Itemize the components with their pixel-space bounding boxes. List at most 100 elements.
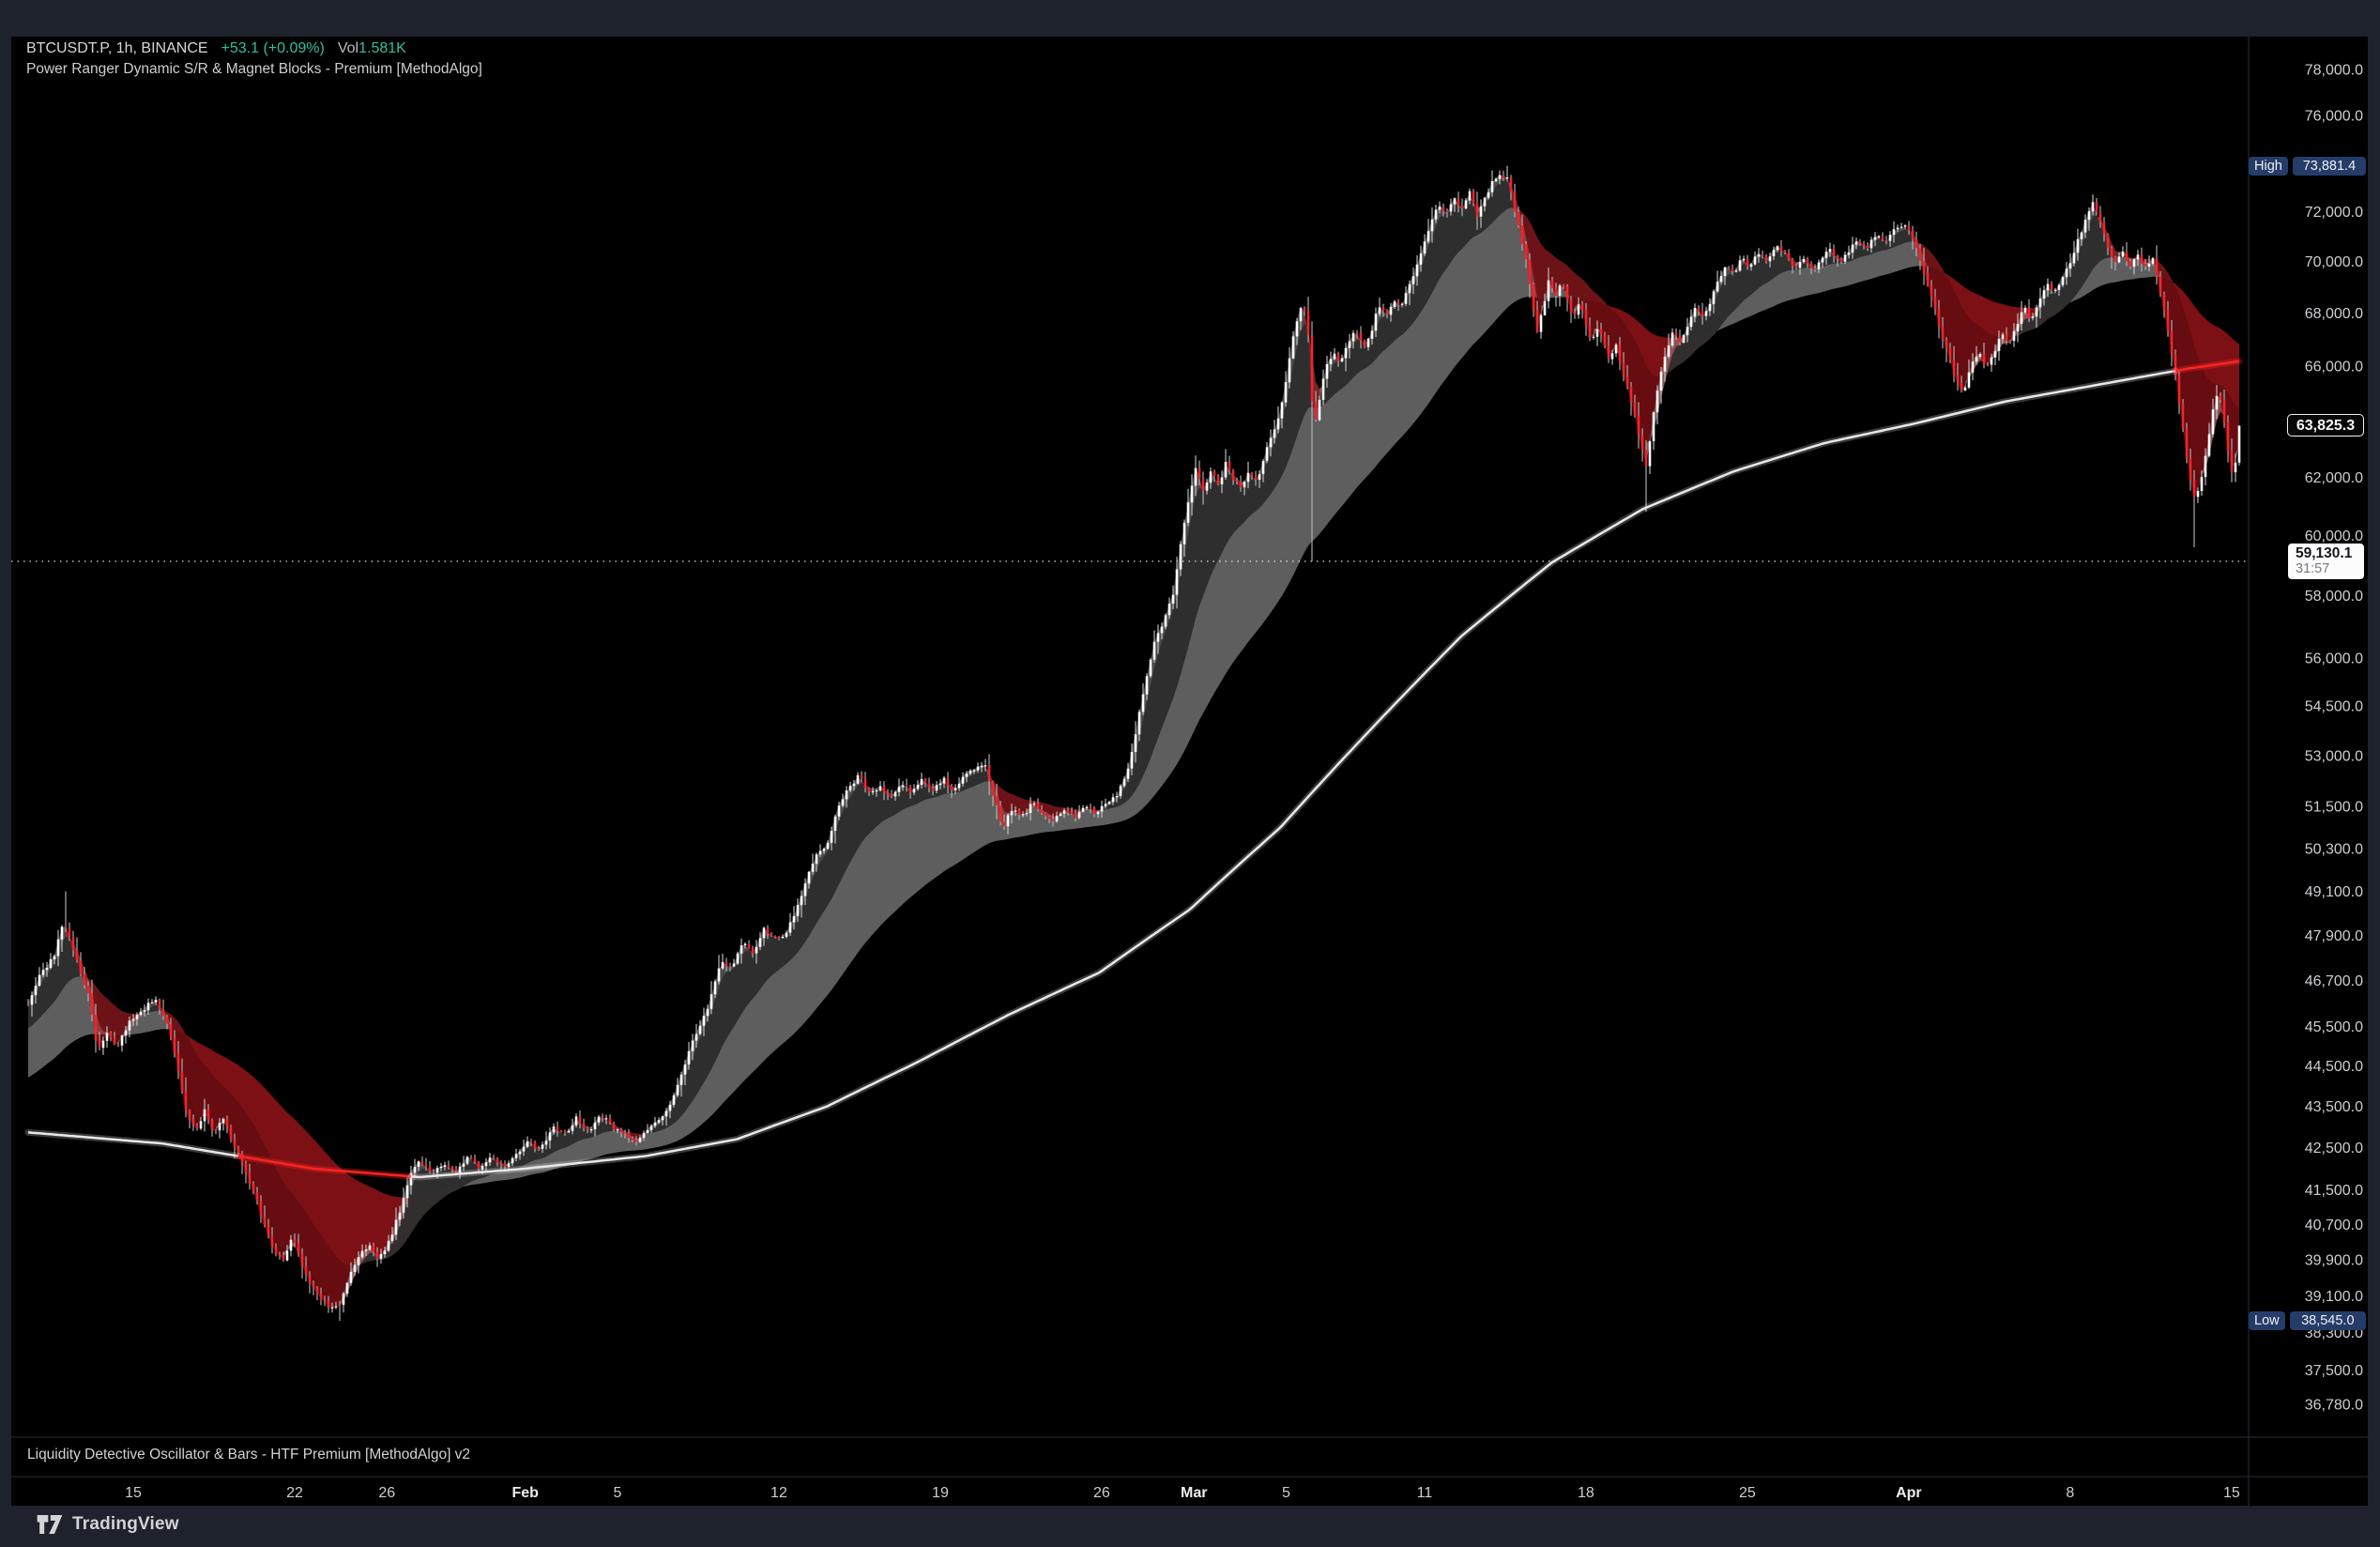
bull-block [1747, 252, 1766, 266]
price-tick: 53,000.0 [2305, 748, 2363, 764]
bear-block [156, 1001, 205, 1128]
candles[interactable] [26, 165, 2241, 1322]
bull-block [1365, 197, 1462, 346]
price-tick: 40,700.0 [2305, 1218, 2363, 1233]
price-tick: 78,000.0 [2305, 63, 2363, 79]
bear-block [1597, 327, 1616, 358]
bear-block [223, 1120, 287, 1260]
price-scale[interactable]: 78,000.0 76,000.0 72,000.0 70,000.0 68,000.0… [2305, 63, 2363, 1414]
bear-block [1879, 237, 1890, 242]
bull-block [1714, 241, 1946, 335]
countdown-label: 59,130.1 31:57 [2288, 543, 2364, 579]
footer-brand[interactable]: TradingView [72, 1514, 179, 1534]
bear-block [985, 766, 1012, 824]
bull-block [1477, 175, 1511, 216]
bear-block [557, 1128, 569, 1135]
bull-block [779, 777, 865, 938]
time-tick-Apr: Apr [1896, 1485, 1922, 1501]
bull-block [1815, 249, 1838, 268]
sr-line-bullish [27, 1131, 239, 1157]
price-tick: 43,500.0 [2305, 1099, 2363, 1115]
dynamic-sr-line [24, 358, 2243, 1181]
low-badge-label: Low [2249, 1311, 2285, 1331]
time-tick-Mar: Mar [1181, 1485, 1207, 1501]
price-tick: 49,100.0 [2305, 884, 2363, 900]
high-badge-value: 73,881.4 [2292, 156, 2366, 176]
time-tick-19: 19 [932, 1485, 949, 1501]
low-price-badge: Low 38,545.0 [2249, 1311, 2366, 1331]
bear-block [1781, 250, 1800, 267]
oscillator-pane-title[interactable]: Liquidity Detective Oscillator & Bars - … [27, 1447, 471, 1463]
bear-block [1905, 227, 1969, 392]
bull-block [539, 1127, 561, 1151]
sr-line-bearish [2174, 360, 2240, 373]
time-scale[interactable]: 15 22 26 Feb 5 12 19 26 Mar 5 11 18 25 Apr 8 15 [125, 1485, 2240, 1501]
time-tick-8: 8 [2066, 1485, 2074, 1501]
bear-block [1916, 238, 2018, 382]
footer: TradingView [36, 1512, 179, 1537]
bear-block [205, 1110, 220, 1132]
symbol-title[interactable]: BTCUSDT.P, 1h, BINANCE [26, 40, 208, 56]
price-tick: 44,500.0 [2305, 1059, 2363, 1075]
volume-label: Vol [337, 40, 359, 56]
time-tick-18: 18 [1578, 1485, 1594, 1501]
high-price-badge: High 73,881.4 [2249, 156, 2366, 176]
price-tick: 39,100.0 [2305, 1289, 2363, 1305]
price-tick: 70,000.0 [2305, 254, 2363, 270]
bull-block [456, 1156, 475, 1172]
price-tick: 46,700.0 [2305, 973, 2363, 989]
tradingview-logo[interactable] [36, 1512, 64, 1537]
bull-block [1612, 345, 1620, 360]
price-tick: 66,000.0 [2305, 359, 2363, 375]
bear-block [2172, 279, 2239, 409]
price-tick: 56,000.0 [2305, 651, 2363, 666]
bull-block [648, 767, 997, 1134]
price-tick: 39,900.0 [2305, 1252, 2363, 1268]
price-tick: 36,780.0 [2305, 1398, 2363, 1414]
price-tick: 50,300.0 [2305, 841, 2363, 857]
price-tick: 76,000.0 [2305, 109, 2363, 125]
bear-block [531, 1142, 542, 1151]
time-tick-22: 22 [286, 1485, 303, 1501]
time-tick-11: 11 [1417, 1485, 1433, 1501]
price-tick: 45,500.0 [2305, 1019, 2363, 1035]
chart-legend: BTCUSDT.P, 1h, BINANCE +53.1 (+0.09%) Vol1… [26, 38, 482, 80]
bull-block [145, 1004, 167, 1016]
bear-block [1518, 207, 1669, 443]
bull-block [892, 784, 910, 799]
countdown-price: 59,130.1 [2296, 544, 2353, 561]
sr-line-bullish [410, 369, 2176, 1179]
time-tick-12: 12 [770, 1485, 787, 1501]
bull-block [1076, 807, 1094, 817]
bear-block [163, 1009, 362, 1306]
bear-block [66, 926, 122, 1047]
bear-block [84, 969, 148, 1041]
time-tick-5: 5 [614, 1485, 622, 1501]
time-tick-15: 15 [2223, 1485, 2240, 1501]
time-tick-25: 25 [1739, 1485, 1756, 1501]
price-tick: 58,000.0 [2305, 589, 2363, 605]
bull-block [1646, 308, 1702, 466]
bear-block [182, 1028, 464, 1266]
price-tick: 54,500.0 [2305, 699, 2363, 715]
bear-block [1699, 310, 1706, 316]
bull-block [2014, 215, 2130, 339]
time-tick-Feb: Feb [511, 1485, 539, 1501]
indicator-title[interactable]: Power Ranger Dynamic S/R & Magnet Blocks… [26, 61, 482, 77]
bear-block [1980, 354, 1991, 366]
bull-block [1102, 178, 1522, 810]
bull-block [636, 945, 753, 1143]
price-tick: 51,500.0 [2305, 800, 2363, 816]
price-tick: 60,000.0 [2305, 528, 2363, 544]
time-tick-5: 5 [1282, 1485, 1290, 1501]
bull-block [1965, 354, 1984, 390]
bear-block [1304, 312, 1323, 421]
bear-block [1860, 241, 1871, 248]
bull-block [460, 207, 1609, 1188]
time-tick-26: 26 [1093, 1485, 1110, 1501]
bear-block [993, 781, 1106, 818]
countdown-time: 31:57 [2296, 560, 2330, 576]
price-tick: 41,500.0 [2305, 1183, 2363, 1199]
